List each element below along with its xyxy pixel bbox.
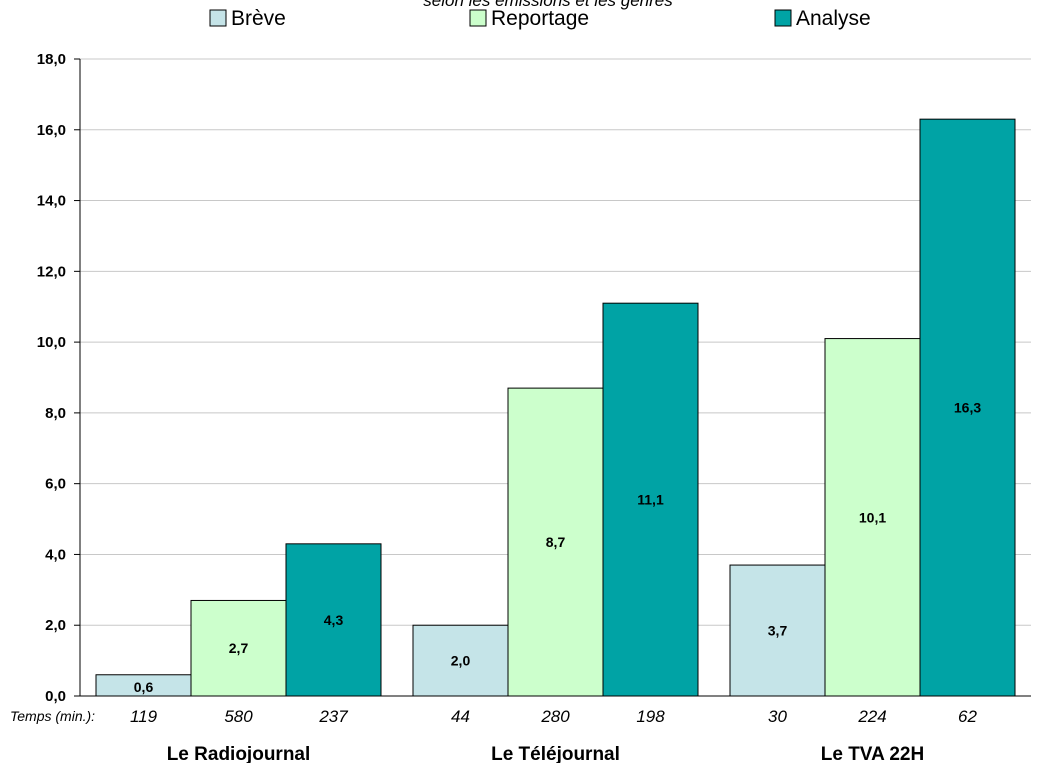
data-label: 0,6 xyxy=(134,679,154,695)
bars xyxy=(95,118,1016,697)
legend-swatch xyxy=(774,9,792,27)
chart-title: selon les émissions et les genres xyxy=(423,0,673,10)
time-value: 119 xyxy=(130,707,158,726)
data-label: 11,1 xyxy=(637,492,664,508)
time-caption: Temps (min.): xyxy=(10,708,95,724)
category-label: Le Radiojournal xyxy=(167,744,311,763)
time-value: 30 xyxy=(768,707,787,726)
time-value: 224 xyxy=(857,707,886,726)
data-label: 4,3 xyxy=(324,612,344,628)
bar xyxy=(602,302,699,697)
labels: 0,0 2,0 4,0 6,0 8,0 10,0 12,0 14,0 16,0 18,0 0,6 11… xyxy=(10,51,981,763)
y-tick-label: 10,0 xyxy=(37,334,66,351)
time-value: 280 xyxy=(540,707,570,726)
y-tick-label: 2,0 xyxy=(45,617,66,634)
time-value: 580 xyxy=(224,707,253,726)
legend: Brève Reportage Analyse xyxy=(209,7,871,30)
data-label: 16,3 xyxy=(954,400,981,416)
category-label: Le Téléjournal xyxy=(491,744,620,763)
legend-label: Brève xyxy=(231,7,286,30)
y-tick-label: 12,0 xyxy=(37,263,66,280)
legend-label: Analyse xyxy=(796,7,871,30)
data-label: 10,1 xyxy=(859,509,886,525)
data-label: 2,0 xyxy=(451,653,471,669)
time-value: 198 xyxy=(636,707,665,726)
axes xyxy=(74,58,1031,697)
legend-swatch xyxy=(209,9,227,27)
bar xyxy=(190,599,287,697)
bar xyxy=(729,564,826,697)
y-tick-label: 0,0 xyxy=(45,688,66,705)
bar xyxy=(824,338,921,697)
legend-swatch xyxy=(469,9,487,27)
y-tick-label: 4,0 xyxy=(45,546,66,563)
y-tick-label: 14,0 xyxy=(37,193,66,210)
bar xyxy=(285,543,382,697)
y-tick-label: 16,0 xyxy=(37,122,66,139)
data-label: 8,7 xyxy=(546,534,566,550)
time-value: 62 xyxy=(958,707,977,726)
time-value: 44 xyxy=(451,707,470,726)
y-tick-label: 8,0 xyxy=(45,405,66,422)
category-label: Le TVA 22H xyxy=(821,744,924,763)
data-label: 2,7 xyxy=(229,640,249,656)
legend-label: Reportage xyxy=(491,7,589,30)
data-label: 3,7 xyxy=(768,623,788,639)
time-value: 237 xyxy=(318,707,348,726)
y-tick-label: 6,0 xyxy=(45,476,66,493)
y-tick-label: 18,0 xyxy=(37,51,66,68)
